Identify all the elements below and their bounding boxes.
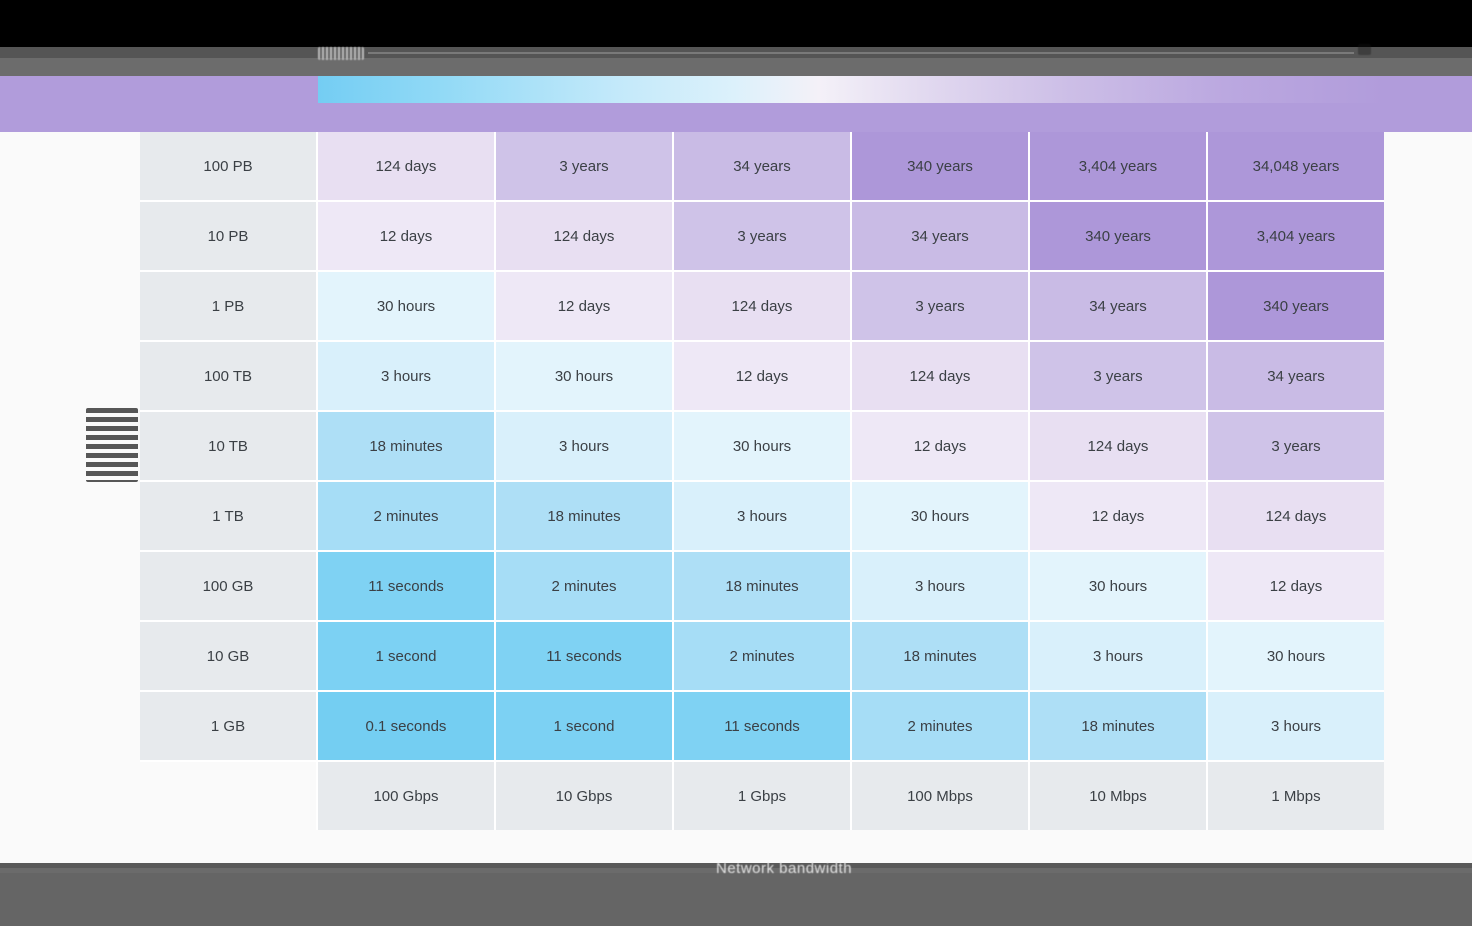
heatmap-cell: 3 hours bbox=[852, 552, 1028, 620]
heatmap-cell: 12 days bbox=[318, 202, 494, 270]
column-label: 10 Gbps bbox=[496, 762, 672, 830]
heatmap-cell: 3 hours bbox=[674, 482, 850, 550]
heatmap-cell: 12 days bbox=[1030, 482, 1206, 550]
row-label: 1 GB bbox=[140, 692, 316, 760]
heatmap-cell: 1 second bbox=[496, 692, 672, 760]
heatmap-cell: 124 days bbox=[1208, 482, 1384, 550]
heatmap-cell: 18 minutes bbox=[318, 412, 494, 480]
heatmap-cell: 3 years bbox=[1208, 412, 1384, 480]
heatmap-cell: 124 days bbox=[318, 132, 494, 200]
heatmap-cell: 18 minutes bbox=[496, 482, 672, 550]
browser-top-bar bbox=[0, 0, 1472, 47]
heatmap-cell: 3 hours bbox=[318, 342, 494, 410]
column-label: 100 Mbps bbox=[852, 762, 1028, 830]
heatmap-cell: 12 days bbox=[1208, 552, 1384, 620]
row-label: 100 GB bbox=[140, 552, 316, 620]
heatmap-table: 100 PB 124 days 3 years 34 years 340 years 3,… bbox=[140, 132, 1384, 830]
heatmap-cell: 11 seconds bbox=[674, 692, 850, 760]
toolbar-divider-line bbox=[368, 52, 1354, 54]
heatmap-cell: 2 minutes bbox=[674, 622, 850, 690]
heatmap-cell: 3 years bbox=[674, 202, 850, 270]
heatmap-cell: 30 hours bbox=[318, 272, 494, 340]
heatmap-cell: 30 hours bbox=[674, 412, 850, 480]
heatmap-cell: 124 days bbox=[1030, 412, 1206, 480]
heatmap-cell: 18 minutes bbox=[1030, 692, 1206, 760]
page-banner bbox=[0, 76, 1472, 132]
column-label: 10 Mbps bbox=[1030, 762, 1206, 830]
row-label: 100 PB bbox=[140, 132, 316, 200]
column-label: 1 Gbps bbox=[674, 762, 850, 830]
heatmap-cell: 340 years bbox=[1030, 202, 1206, 270]
color-scale-legend bbox=[318, 76, 1384, 103]
heatmap-cell: 124 days bbox=[674, 272, 850, 340]
redacted-toolbar-text bbox=[318, 47, 364, 60]
row-label: 10 GB bbox=[140, 622, 316, 690]
heatmap-cell: 2 minutes bbox=[318, 482, 494, 550]
row-label: 100 TB bbox=[140, 342, 316, 410]
heatmap-cell: 3,404 years bbox=[1208, 202, 1384, 270]
x-axis-label: Network bandwidth bbox=[716, 860, 853, 877]
heatmap-cell: 3 hours bbox=[1030, 622, 1206, 690]
heatmap-cell: 30 hours bbox=[496, 342, 672, 410]
heatmap-cell: 3,404 years bbox=[1030, 132, 1206, 200]
toolbar-small-icon[interactable] bbox=[1358, 44, 1371, 55]
heatmap-cell: 34 years bbox=[1030, 272, 1206, 340]
heatmap-cell: 3 years bbox=[852, 272, 1028, 340]
heatmap-cell: 30 hours bbox=[1030, 552, 1206, 620]
heatmap-cell: 124 days bbox=[496, 202, 672, 270]
y-axis-label-redacted bbox=[86, 408, 138, 482]
heatmap-cell: 34 years bbox=[674, 132, 850, 200]
heatmap-cell: 1 second bbox=[318, 622, 494, 690]
heatmap-cell: 2 minutes bbox=[496, 552, 672, 620]
heatmap-cell: 30 hours bbox=[852, 482, 1028, 550]
heatmap-cell: 18 minutes bbox=[674, 552, 850, 620]
heatmap-cell: 12 days bbox=[674, 342, 850, 410]
heatmap-cell: 0.1 seconds bbox=[318, 692, 494, 760]
heatmap-cell: 12 days bbox=[852, 412, 1028, 480]
row-label: 1 PB bbox=[140, 272, 316, 340]
heatmap-cell: 3 years bbox=[496, 132, 672, 200]
heatmap-cell: 3 hours bbox=[1208, 692, 1384, 760]
heatmap-cell: 3 hours bbox=[496, 412, 672, 480]
heatmap-cell: 34,048 years bbox=[1208, 132, 1384, 200]
heatmap-cell: 11 seconds bbox=[496, 622, 672, 690]
heatmap-cell: 124 days bbox=[852, 342, 1028, 410]
heatmap-cell: 30 hours bbox=[1208, 622, 1384, 690]
heatmap-cell: 2 minutes bbox=[852, 692, 1028, 760]
heatmap-cell: 11 seconds bbox=[318, 552, 494, 620]
heatmap-cell: 34 years bbox=[1208, 342, 1384, 410]
corner-spacer bbox=[140, 762, 316, 830]
bottom-bar: Network bandwidth bbox=[0, 860, 1472, 926]
heatmap-cell: 340 years bbox=[852, 132, 1028, 200]
heatmap-cell: 340 years bbox=[1208, 272, 1384, 340]
row-label: 1 TB bbox=[140, 482, 316, 550]
browser-toolbar bbox=[0, 44, 1472, 76]
row-label: 10 TB bbox=[140, 412, 316, 480]
column-label: 1 Mbps bbox=[1208, 762, 1384, 830]
heatmap-cell: 12 days bbox=[496, 272, 672, 340]
heatmap-cell: 3 years bbox=[1030, 342, 1206, 410]
heatmap-cell: 18 minutes bbox=[852, 622, 1028, 690]
column-label: 100 Gbps bbox=[318, 762, 494, 830]
heatmap-cell: 34 years bbox=[852, 202, 1028, 270]
row-label: 10 PB bbox=[140, 202, 316, 270]
